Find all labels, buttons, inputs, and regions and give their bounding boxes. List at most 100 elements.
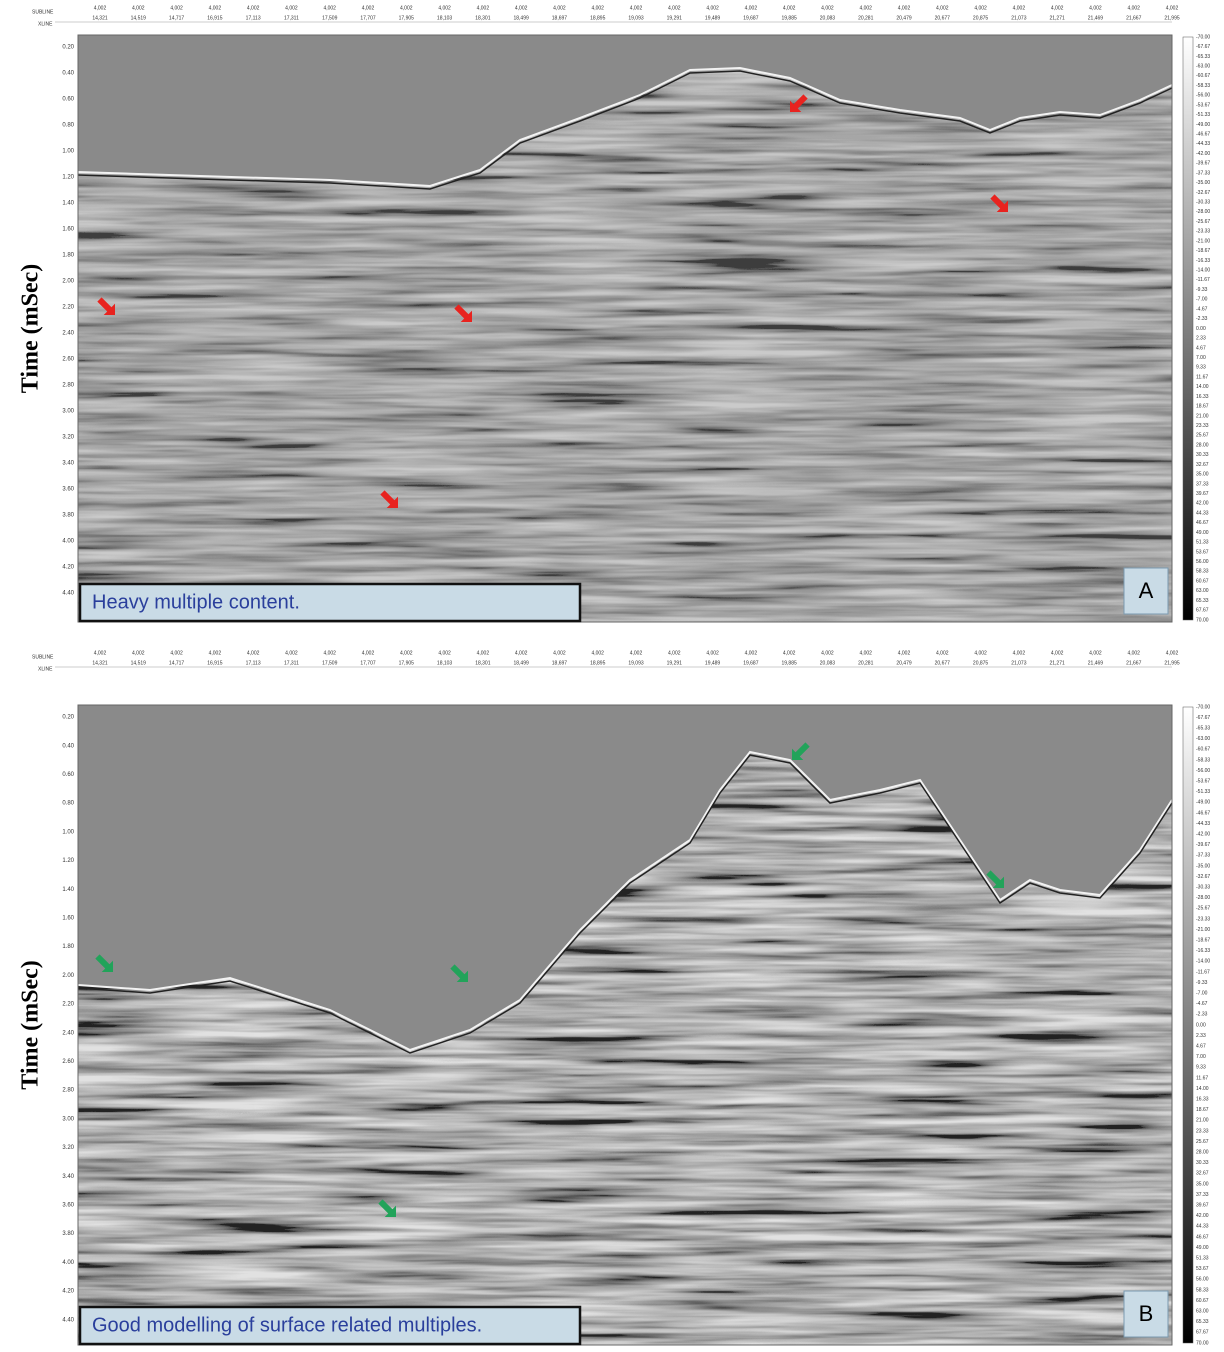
colorbar-tick: -35.00 <box>1196 863 1210 869</box>
colorbar-tick: 37.33 <box>1196 481 1209 487</box>
colorbar-tick: -9.33 <box>1196 980 1208 986</box>
colorbar-tick: -2.33 <box>1196 316 1208 322</box>
colorbar-tick: -25.67 <box>1196 219 1210 225</box>
colorbar-tick: -37.33 <box>1196 853 1210 859</box>
xline-value: 18,895 <box>590 15 606 21</box>
colorbar-tick: -14.00 <box>1196 959 1210 965</box>
inline-label: 4,002 <box>668 5 681 11</box>
inline-label: 4,002 <box>821 5 834 11</box>
time-tick: 2.80 <box>62 1088 74 1094</box>
colorbar-tick: -67.67 <box>1196 715 1210 721</box>
colorbar-tick: -65.33 <box>1196 54 1210 60</box>
caption: Heavy multiple content. <box>92 591 300 613</box>
xline-value: 17,905 <box>399 660 415 666</box>
xline-value: 19,093 <box>628 15 644 21</box>
colorbar-tick: -35.00 <box>1196 180 1210 186</box>
inline-label: 4,002 <box>706 5 719 11</box>
inline-label: 4,002 <box>898 650 911 656</box>
colorbar-tick: 58.33 <box>1196 569 1209 575</box>
colorbar-tick: -18.67 <box>1196 248 1210 254</box>
inline-label: 4,002 <box>247 5 260 11</box>
colorbar-tick: -63.00 <box>1196 736 1210 742</box>
time-tick: 0.80 <box>62 123 74 129</box>
colorbar-tick: 53.67 <box>1196 549 1209 555</box>
inline-label: 4,002 <box>1051 650 1064 656</box>
time-tick: 0.40 <box>62 743 74 749</box>
colorbar-tick: 42.00 <box>1196 1213 1209 1219</box>
colorbar-tick: -56.00 <box>1196 768 1210 774</box>
colorbar-tick: -7.00 <box>1196 297 1208 303</box>
inline-label: 4,002 <box>132 650 145 656</box>
colorbar-tick: 16.33 <box>1196 1097 1209 1103</box>
xline-value: 14,519 <box>131 660 147 666</box>
xline-value: 21,469 <box>1088 660 1104 666</box>
xline-value: 17,707 <box>360 660 376 666</box>
time-tick: 3.00 <box>62 1116 74 1122</box>
time-tick: 2.00 <box>62 279 74 285</box>
xline-value: 19,687 <box>743 660 759 666</box>
inline-label: 4,002 <box>745 650 758 656</box>
xline-value: 14,717 <box>169 15 185 21</box>
xline-value: 17,905 <box>399 15 415 21</box>
time-tick: 3.60 <box>62 487 74 493</box>
colorbar-tick: -21.00 <box>1196 927 1210 933</box>
colorbar-tick: 65.33 <box>1196 1319 1209 1325</box>
inline-label: 4,002 <box>936 650 949 656</box>
time-tick: 2.00 <box>62 973 74 979</box>
inline-label: 4,002 <box>323 650 336 656</box>
time-tick: 1.40 <box>62 887 74 893</box>
xline-value: 20,677 <box>935 660 951 666</box>
time-tick: 3.00 <box>62 409 74 415</box>
time-tick: 0.60 <box>62 772 74 778</box>
colorbar-tick: -14.00 <box>1196 268 1210 274</box>
inline-label: 4,002 <box>477 650 490 656</box>
colorbar-tick: -4.67 <box>1196 1001 1208 1007</box>
colorbar-tick: -70.00 <box>1196 34 1210 40</box>
colorbar-tick: 18.67 <box>1196 1107 1209 1113</box>
inline-label: 4,002 <box>591 5 604 11</box>
colorbar-tick: -32.67 <box>1196 190 1210 196</box>
colorbar-tick: 56.00 <box>1196 559 1209 565</box>
colorbar-tick: -53.67 <box>1196 779 1210 785</box>
colorbar-tick: 4.67 <box>1196 345 1206 351</box>
colorbar-tick: 53.67 <box>1196 1266 1209 1272</box>
inline-label: 4,002 <box>630 650 643 656</box>
inline-label: 4,002 <box>936 5 949 11</box>
inline-label: 4,002 <box>591 650 604 656</box>
colorbar-tick: -16.33 <box>1196 258 1210 264</box>
time-tick: 2.20 <box>62 305 74 311</box>
colorbar-tick: -70.00 <box>1196 704 1210 710</box>
colorbar-tick: -49.00 <box>1196 122 1210 128</box>
time-tick: 3.80 <box>62 1231 74 1237</box>
xline-value: 19,291 <box>667 15 683 21</box>
caption: Good modelling of surface related multip… <box>92 1314 482 1336</box>
colorbar-tick: -65.33 <box>1196 726 1210 732</box>
inline-label: 4,002 <box>1089 650 1102 656</box>
colorbar-tick: -4.67 <box>1196 306 1208 312</box>
inline-label: 4,002 <box>745 5 758 11</box>
inline-label: 4,002 <box>898 5 911 11</box>
colorbar-tick: -37.33 <box>1196 170 1210 176</box>
xline-value: 19,687 <box>743 15 759 21</box>
time-tick: 4.20 <box>62 565 74 571</box>
colorbar-tick: 65.33 <box>1196 598 1209 604</box>
colorbar-tick: -44.33 <box>1196 821 1210 827</box>
time-tick: 2.40 <box>62 1030 74 1036</box>
xline-value: 17,707 <box>360 15 376 21</box>
inline-label: 4,002 <box>1013 650 1026 656</box>
y-axis-label: Time (mSec) <box>18 960 44 1090</box>
inline-label: 4,002 <box>94 5 107 11</box>
xline-value: 20,083 <box>820 15 836 21</box>
colorbar-tick: 7.00 <box>1196 1054 1206 1060</box>
xline-value: 17,113 <box>246 660 261 666</box>
time-tick: 4.40 <box>62 591 74 597</box>
inline-label: 4,002 <box>1166 5 1179 11</box>
time-tick: 0.20 <box>62 45 74 51</box>
inline-label: 4,002 <box>821 650 834 656</box>
colorbar-tick: 11.67 <box>1196 374 1208 380</box>
inline-label: 4,002 <box>668 650 681 656</box>
inline-label: 4,002 <box>859 650 872 656</box>
colorbar-tick: 32.67 <box>1196 1171 1209 1177</box>
colorbar-tick: 70.00 <box>1196 1340 1209 1346</box>
time-tick: 1.40 <box>62 201 74 207</box>
